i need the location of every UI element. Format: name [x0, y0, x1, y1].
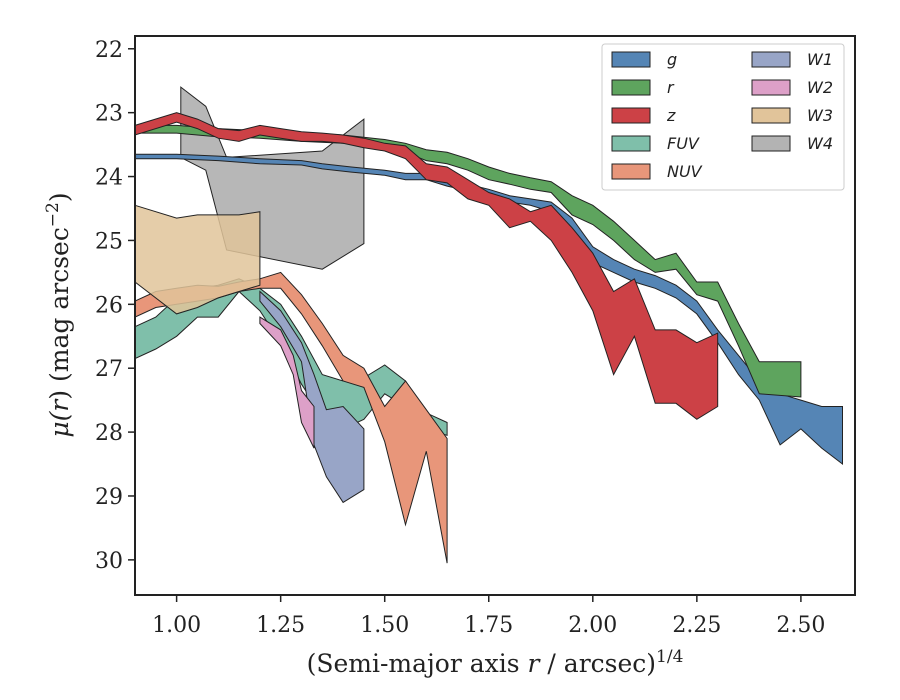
legend-swatch-nuv — [611, 163, 651, 180]
band-w2 — [259, 316, 315, 449]
legend-label-r: r — [667, 78, 675, 97]
y-tick-label: 24 — [95, 166, 123, 191]
y-tick-label: 30 — [95, 549, 123, 574]
x-tick-label: 1.50 — [360, 613, 409, 638]
x-tick-label: 1.75 — [464, 613, 513, 638]
legend: grz FUV NUV W1 W2 W3 W4 — [601, 43, 845, 191]
y-axis: 22 23 24 25 26 27 28 29 30 — [95, 38, 135, 574]
legend-swatch-w2 — [751, 79, 791, 96]
legend-label-w2: W2 — [807, 78, 833, 97]
legend-swatch-z — [611, 107, 651, 124]
band-layer — [134, 86, 843, 564]
legend-label-w4: W4 — [807, 134, 833, 153]
x-tick-label: 1.25 — [256, 613, 305, 638]
legend-swatch-w4 — [751, 135, 791, 152]
y-tick-label: 27 — [95, 357, 123, 382]
legend-swatch-w3 — [751, 107, 791, 124]
x-tick-label: 2.00 — [568, 613, 617, 638]
legend-swatch-fuv — [611, 135, 651, 152]
legend-swatch-w1 — [751, 51, 791, 68]
y-axis-label: μ(r) (mag arcsec−2) — [43, 192, 74, 437]
plot-frame — [134, 35, 856, 596]
band-w3 — [134, 204, 261, 315]
legend-label-z: z — [666, 106, 676, 125]
legend-swatch-g — [611, 51, 651, 68]
band-z — [134, 112, 719, 420]
band-w1 — [259, 290, 365, 504]
legend-label-g: g — [667, 50, 677, 69]
y-tick-label: 25 — [95, 229, 123, 254]
legend-label-fuv: FUV — [667, 134, 700, 153]
x-axis-label: (Semi-major axis r / arcsec)1/4 — [307, 647, 684, 678]
y-tick-label: 26 — [95, 293, 123, 318]
x-tick-label: 2.50 — [776, 613, 825, 638]
y-tick-label: 29 — [95, 485, 123, 510]
y-tick-label: 23 — [95, 102, 123, 127]
legend-label-w3: W3 — [807, 106, 833, 125]
legend-label-nuv: NUV — [667, 162, 703, 181]
x-axis: 1.00 1.25 1.50 1.75 2.00 2.25 2.50 — [152, 595, 825, 638]
y-tick-label: 22 — [95, 38, 123, 63]
x-tick-label: 1.00 — [152, 613, 201, 638]
legend-swatch-r — [611, 79, 651, 96]
legend-label-w1: W1 — [807, 50, 833, 69]
y-tick-label: 28 — [95, 421, 123, 446]
x-tick-label: 2.25 — [672, 613, 721, 638]
